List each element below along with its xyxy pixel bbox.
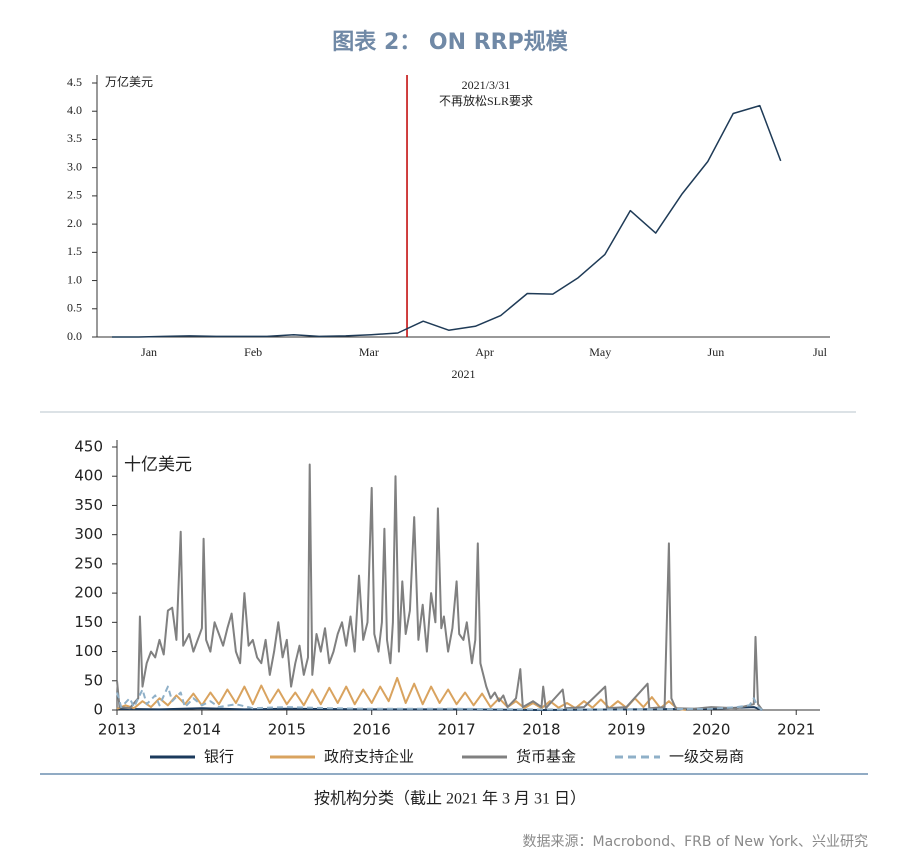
caption: 按机构分类（截止 2021 年 3 月 31 日） [314, 790, 586, 808]
y-tick-label: 400 [74, 467, 103, 485]
y-axis-label: 万亿美元 [105, 74, 153, 89]
annotation-text: 不再放松SLR要求 [439, 93, 533, 108]
data-line [112, 104, 782, 338]
data-line [116, 463, 764, 711]
x-tick-label: Jan [141, 345, 157, 359]
chart-bottom: 0 50 100 150 200 250 300 350 400 450 2013 2014 2015 2… [74, 438, 820, 766]
y-tick-label: 1.0 [67, 272, 82, 286]
chart-top: 0.0 0.5 1.0 1.5 2.0 2.5 3.0 3.5 4.0 4.5 Jan Feb Mar A… [67, 74, 830, 381]
y-tick-label: 3.0 [67, 159, 82, 173]
y-tick-label: 350 [74, 496, 103, 514]
y-tick-label: 1.5 [67, 244, 82, 258]
y-tick-label: 100 [74, 642, 103, 660]
x-tick-label: 2015 [268, 721, 306, 739]
x-tick-label: 2019 [607, 721, 645, 739]
data-line [116, 676, 687, 711]
legend-label: 政府支持企业 [324, 748, 414, 766]
x-tick-label: Apr [475, 345, 494, 359]
y-tick-label: 2.0 [67, 216, 82, 230]
x-tick-label: 2013 [98, 721, 136, 739]
y-tick-label: 150 [74, 613, 103, 631]
y-tick-label: 300 [74, 525, 103, 543]
y-tick-label: 0.0 [67, 329, 82, 343]
y-tick-label: 50 [84, 671, 103, 689]
legend-label: 银行 [204, 748, 234, 766]
x-tick-label: Jun [708, 345, 725, 359]
y-tick-label: 250 [74, 554, 103, 572]
y-tick-label: 0.5 [67, 301, 82, 315]
x-tick-label: 2014 [183, 721, 221, 739]
y-tick-label: 4.0 [67, 103, 82, 117]
x-axis-label: 2021 [452, 367, 476, 381]
y-tick-label: 0 [93, 701, 103, 719]
x-tick-label: 2021 [777, 721, 815, 739]
legend-label: 一级交易商 [669, 748, 744, 766]
x-tick-label: 2020 [692, 721, 730, 739]
annotation-text: 2021/3/31 [462, 78, 511, 92]
y-axis-label: 十亿美元 [124, 455, 192, 475]
x-tick-label: Mar [359, 345, 379, 359]
y-tick-label: 2.5 [67, 188, 82, 202]
x-tick-label: Jul [813, 345, 828, 359]
y-tick-label: 3.5 [67, 131, 82, 145]
legend-label: 货币基金 [516, 748, 576, 766]
y-tick-label: 4.5 [67, 75, 82, 89]
x-tick-label: 2016 [353, 721, 391, 739]
x-tick-label: 2017 [438, 721, 476, 739]
x-tick-label: Feb [244, 345, 262, 359]
x-tick-label: May [589, 345, 611, 359]
page-title: 图表 2： ON RRP规模 [332, 30, 568, 55]
source: 数据来源：Macrobond、FRB of New York、兴业研究 [523, 834, 868, 850]
y-tick-label: 200 [74, 584, 103, 602]
y-tick-label: 450 [74, 438, 103, 456]
x-tick-label: 2018 [522, 721, 560, 739]
